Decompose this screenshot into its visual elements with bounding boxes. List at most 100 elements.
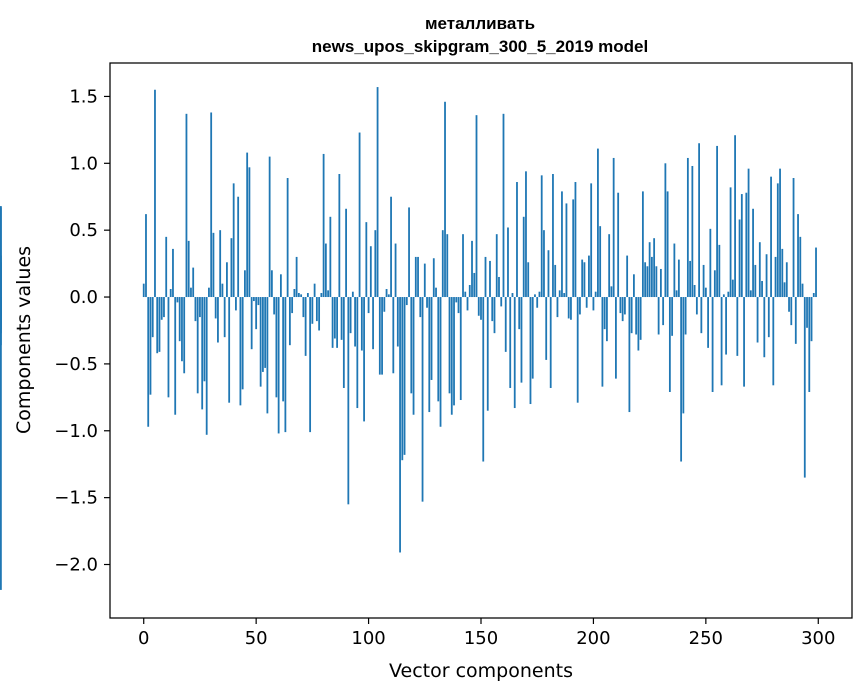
bar [390, 196, 392, 298]
bar [311, 297, 314, 324]
bar [306, 293, 309, 298]
bar [471, 240, 473, 298]
bar [650, 256, 653, 298]
bar [354, 297, 356, 347]
bar [201, 297, 204, 410]
bar [300, 294, 303, 298]
x-tick-label: 300 [801, 628, 835, 649]
bar [275, 297, 278, 398]
bar [174, 297, 177, 415]
bar [531, 297, 534, 379]
bar [0, 297, 2, 330]
bar [219, 230, 222, 298]
bar [248, 167, 251, 298]
bar [747, 168, 750, 298]
bar [709, 228, 712, 298]
bar [725, 297, 727, 355]
bar [758, 242, 761, 298]
bar [199, 297, 201, 318]
bar [806, 297, 808, 328]
bar [752, 208, 754, 298]
y-tick-label: −0.5 [54, 354, 98, 375]
bar [594, 291, 597, 298]
bar [333, 297, 336, 339]
bar [365, 222, 368, 298]
bar [217, 297, 219, 343]
bar [767, 297, 770, 338]
bar [439, 297, 442, 427]
bar [284, 297, 287, 433]
bar [0, 297, 2, 590]
bar [529, 297, 532, 405]
bar [192, 267, 195, 298]
bar [655, 266, 658, 298]
bar [664, 163, 667, 298]
bar [235, 297, 237, 311]
bar [363, 297, 365, 422]
bar [228, 297, 231, 403]
bar [482, 297, 485, 462]
bar [403, 297, 406, 455]
bar [322, 153, 325, 298]
bar [385, 289, 388, 298]
bar [502, 113, 505, 298]
bar [540, 175, 543, 298]
bar [309, 297, 312, 433]
bar [347, 297, 350, 505]
bar [536, 297, 539, 308]
bar [257, 297, 260, 306]
bar [653, 238, 656, 298]
bar [455, 297, 458, 303]
x-tick-label: 200 [576, 628, 610, 649]
bar [581, 259, 584, 298]
bar [480, 297, 482, 320]
bar [293, 289, 296, 298]
bar [509, 297, 512, 388]
bar [673, 243, 676, 298]
bar [525, 171, 527, 298]
y-tick-label: −1.0 [54, 421, 98, 442]
bar [588, 255, 590, 298]
bar [266, 297, 269, 414]
x-tick-label: 250 [689, 628, 723, 649]
bar [167, 297, 170, 398]
bar [776, 183, 779, 298]
bar [358, 132, 361, 298]
chart-title: металливать [425, 14, 535, 33]
bar [270, 270, 273, 298]
bar [230, 238, 233, 298]
bar [185, 113, 188, 298]
bar [689, 260, 692, 298]
bar [740, 194, 743, 298]
bar [203, 297, 206, 382]
bar [237, 196, 240, 298]
bar [516, 182, 518, 298]
bar [172, 248, 174, 298]
y-ticks-group: 1.5 1.0 0.5 0.0 −0.5 −1.0 −1.5 −2.0 [54, 86, 110, 576]
bar [561, 191, 563, 298]
bar [246, 152, 249, 298]
bar [181, 297, 183, 362]
bar [803, 297, 806, 478]
bar [154, 89, 156, 298]
bar [668, 297, 671, 392]
bar [453, 297, 455, 406]
bar [331, 297, 334, 348]
bar [145, 214, 147, 298]
bar [498, 276, 500, 298]
bar [682, 297, 685, 414]
bar [163, 297, 165, 318]
bar [417, 256, 419, 298]
bar [149, 297, 152, 395]
bar [273, 297, 276, 315]
bar [288, 297, 291, 346]
bar [376, 87, 379, 298]
x-ticks-group: 0 50 100 150 200 250 300 [138, 618, 835, 649]
bar [342, 297, 345, 388]
bar [178, 297, 181, 342]
bar [745, 192, 748, 298]
bar [410, 297, 413, 394]
bar [720, 297, 723, 386]
bar [554, 264, 557, 298]
bar [543, 230, 545, 298]
